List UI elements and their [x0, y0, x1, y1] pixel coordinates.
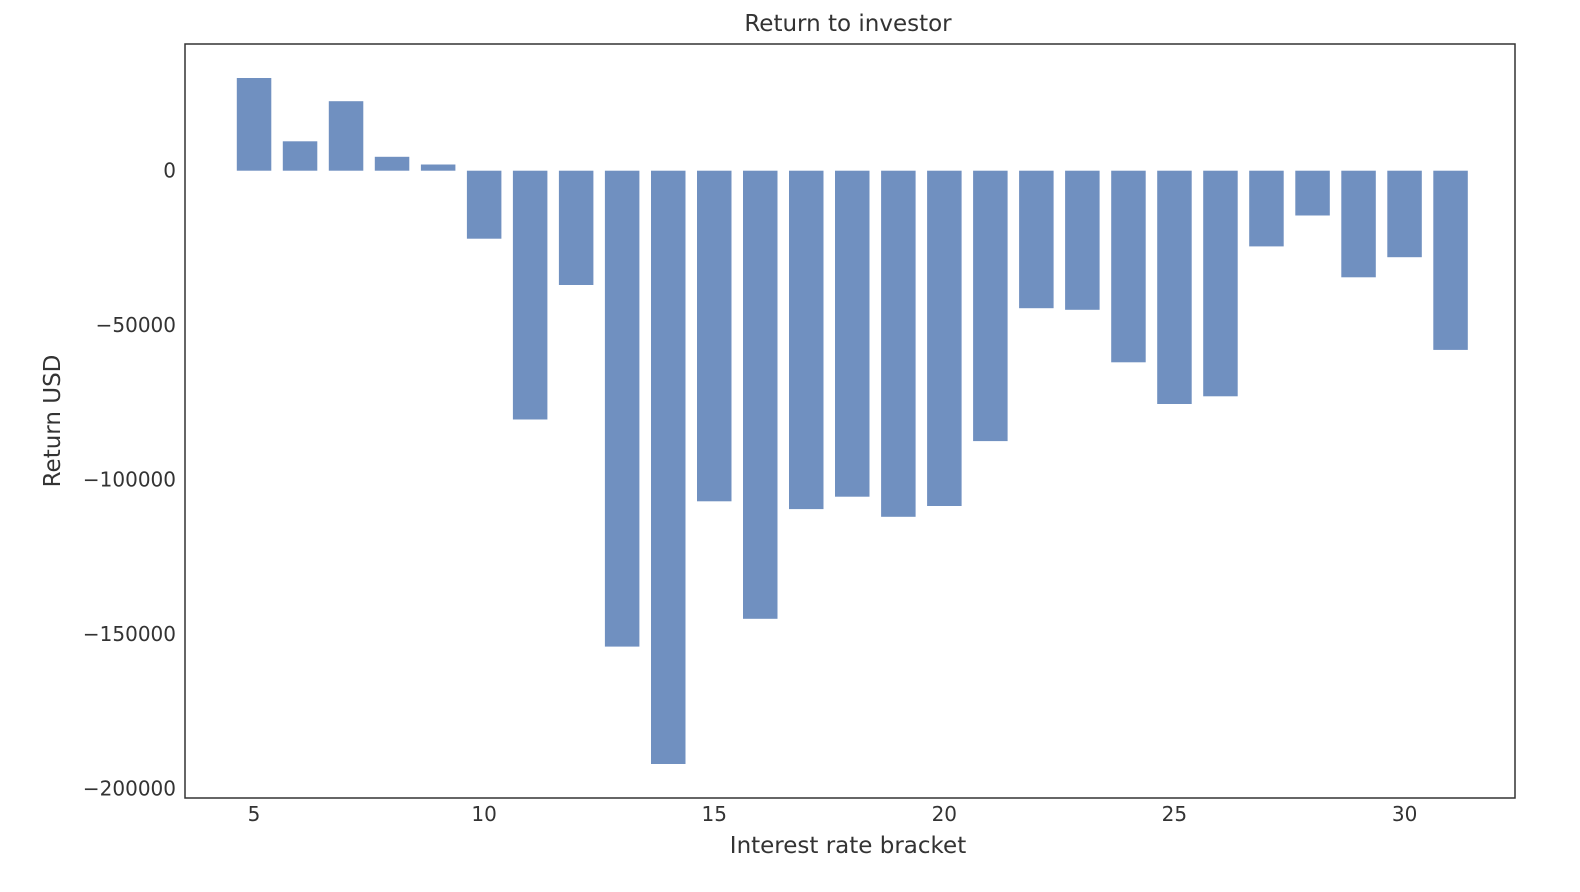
bar-28 [1295, 170, 1330, 216]
x-tick-label: 5 [248, 802, 261, 826]
bar-7 [328, 101, 364, 171]
bar-19 [881, 170, 916, 517]
bar-20 [927, 170, 962, 506]
bar-15 [697, 170, 732, 502]
y-tick-label: 0 [163, 159, 176, 183]
bar-8 [374, 156, 410, 171]
bar-10 [466, 170, 502, 239]
x-axis-ticks: 5 10 15 20 25 30 [248, 802, 1418, 826]
bar-5 [236, 78, 272, 171]
y-tick-label: −50000 [96, 313, 176, 337]
bar-26 [1203, 170, 1238, 397]
y-tick-label: −150000 [83, 622, 176, 646]
bar-13 [604, 170, 640, 647]
bar-21 [973, 170, 1008, 442]
bar-16 [743, 170, 778, 619]
bar-11 [512, 170, 548, 420]
bar-30 [1387, 170, 1422, 258]
bar-18 [835, 170, 870, 497]
chart-title: Return to investor [744, 11, 952, 37]
bar-12 [558, 170, 594, 285]
bar-9 [420, 164, 456, 171]
bar-22 [1019, 170, 1054, 309]
x-tick-label: 15 [701, 802, 726, 826]
y-tick-label: −100000 [83, 468, 176, 492]
bar-14 [651, 170, 686, 764]
bar-24 [1111, 170, 1146, 363]
bars-group [236, 78, 1468, 764]
bar-27 [1249, 170, 1284, 247]
y-axis-title: Return USD [40, 355, 66, 488]
x-tick-label: 10 [471, 802, 496, 826]
x-axis-title: Interest rate bracket [730, 833, 966, 859]
bar-29 [1341, 170, 1376, 278]
bar-25 [1157, 170, 1192, 404]
x-tick-label: 20 [932, 802, 957, 826]
bar-6 [282, 141, 318, 171]
x-tick-label: 30 [1392, 802, 1417, 826]
y-axis-ticks: 0 −50000 −100000 −150000 −200000 [83, 159, 176, 801]
bar-17 [789, 170, 824, 510]
bar-31 [1433, 170, 1468, 350]
x-tick-label: 25 [1162, 802, 1187, 826]
plot-frame [184, 43, 1516, 799]
bar-23 [1065, 170, 1100, 310]
y-tick-label: −200000 [83, 777, 176, 801]
